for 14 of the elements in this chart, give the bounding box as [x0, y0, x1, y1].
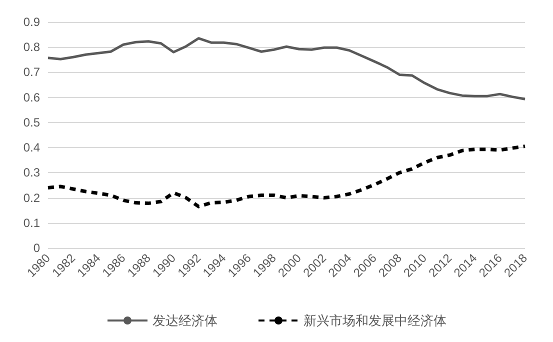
y-tick-label: 0.6: [23, 90, 40, 104]
y-tick-label: 0.5: [23, 115, 40, 130]
line-series: [46, 144, 527, 208]
y-tick-label: 0.3: [23, 166, 40, 180]
legend-label: 新兴市场和发展中经济体: [304, 313, 446, 328]
y-tick-label: 0.8: [23, 40, 40, 54]
legend-label: 发达经济体: [152, 313, 218, 328]
y-tick-label: 0.2: [23, 190, 40, 205]
y-tick-label: 0: [33, 241, 40, 255]
y-tick-label: 0.9: [23, 15, 40, 29]
y-tick-label: 0.4: [23, 140, 40, 155]
y-tick-label: 0.7: [23, 65, 40, 80]
line-series: [46, 37, 526, 100]
y-tick-label: 0.1: [23, 216, 40, 230]
